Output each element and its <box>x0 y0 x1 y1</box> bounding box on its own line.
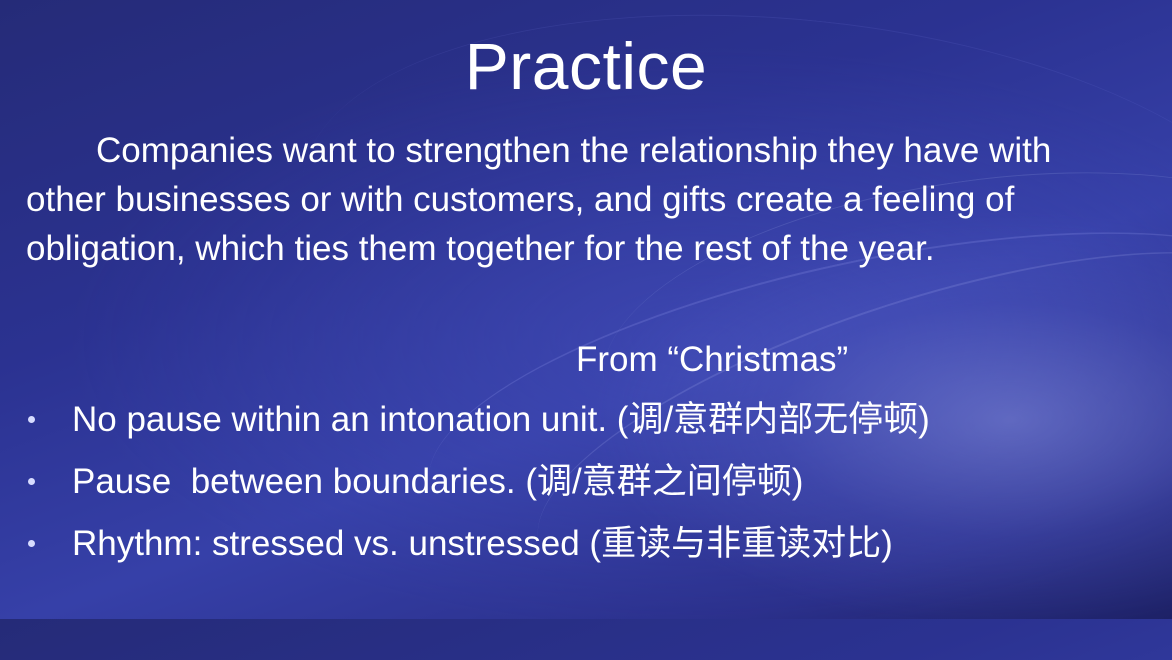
bullet-icon <box>28 540 35 547</box>
bullet-item: No pause within an intonation unit. (调/意… <box>26 395 1146 457</box>
slide-title: Practice <box>464 29 708 103</box>
bullet-text: No pause within an intonation unit. (调/意… <box>72 400 930 439</box>
bullet-icon <box>28 416 35 423</box>
bullet-text: Rhythm: stressed vs. unstressed (重读与非重读对… <box>72 524 893 563</box>
quote-source: From “Christmas” <box>576 340 849 379</box>
bullet-icon <box>28 478 35 485</box>
bullet-text: Pause between boundaries. (调/意群之间停顿) <box>72 462 804 501</box>
bullet-item: Rhythm: stressed vs. unstressed (重读与非重读对… <box>26 519 1146 581</box>
bullet-list: No pause within an intonation unit. (调/意… <box>26 395 1146 581</box>
bullet-item: Pause between boundaries. (调/意群之间停顿) <box>26 457 1146 519</box>
quote-paragraph: Companies want to strengthen the relatio… <box>26 131 1052 268</box>
